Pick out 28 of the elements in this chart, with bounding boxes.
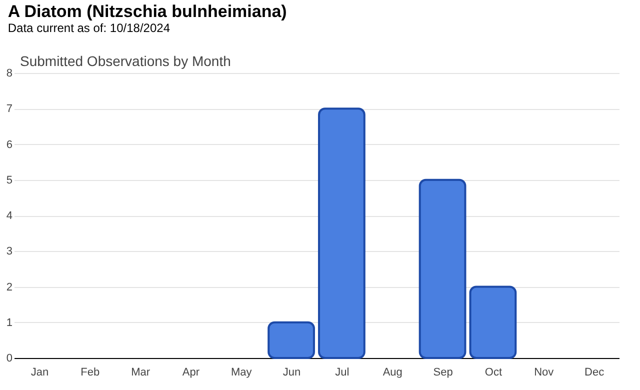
bar (318, 108, 366, 359)
bar (469, 286, 517, 359)
bar (268, 321, 315, 359)
x-tick-label: Jul (335, 366, 350, 378)
x-tick-label: Mar (131, 366, 150, 378)
x-tick-label: Jun (282, 366, 301, 378)
x-tick-label: Jan (30, 366, 49, 378)
y-tick-label: 8 (6, 68, 12, 80)
x-tick-label: Feb (80, 366, 100, 378)
y-tick-label: 5 (6, 174, 12, 186)
x-tick-label: Dec (584, 366, 605, 378)
x-tick-label: Aug (382, 366, 402, 378)
x-tick-label: Oct (484, 366, 502, 378)
chart-title: A Diatom (Nitzschia bulnheimiana) (8, 2, 287, 21)
text: Submitted Observations by Month (20, 53, 231, 69)
x-tick-label: Nov (534, 366, 554, 378)
y-tick-label: 4 (6, 210, 12, 222)
y-tick-label: 1 (6, 316, 12, 329)
y-tick-label: 7 (6, 103, 12, 116)
x-tick-label: Sep (433, 366, 453, 378)
x-tick-label: Apr (182, 366, 200, 378)
y-tick-label: 3 (6, 246, 12, 258)
y-tick-label: 0 (6, 352, 12, 364)
bar (418, 178, 466, 359)
chart-subtitle: Data current as of: 10/18/2024 (8, 21, 170, 35)
y-tick-label: 6 (6, 138, 12, 151)
y-tick-label: 2 (6, 281, 12, 294)
x-tick-label: May (230, 366, 252, 378)
